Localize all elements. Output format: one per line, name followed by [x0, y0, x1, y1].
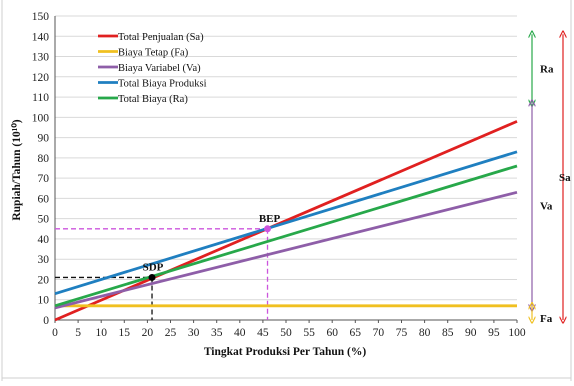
y-axis-title: Rupiah/Tahun (10¹⁰): [10, 119, 23, 220]
point-label-bep: BEP: [259, 213, 281, 225]
x-tick-label: 5: [75, 327, 81, 339]
bracket-label-sa: Sa: [559, 172, 571, 184]
x-tick-label: 70: [373, 327, 385, 339]
x-tick-label: 100: [508, 327, 526, 339]
y-tick-label: 100: [32, 112, 50, 124]
x-tick-label: 65: [350, 327, 362, 339]
x-tick-label: 85: [442, 327, 454, 339]
y-tick-label: 140: [32, 31, 50, 43]
y-tick-label: 90: [38, 133, 50, 145]
point-sdp: [148, 273, 156, 281]
x-tick-label: 90: [465, 327, 477, 339]
x-tick-label: 30: [188, 327, 200, 339]
y-tick-label: 150: [32, 11, 50, 23]
y-tick-label: 110: [32, 92, 49, 104]
point-label-sdp: SDP: [143, 261, 164, 273]
x-tick-label: 60: [326, 327, 338, 339]
x-tick-label: 80: [419, 327, 431, 339]
y-tick-label: 70: [38, 173, 50, 185]
legend-layer: Total Penjualan (Sa) Biaya Tetap (Fa) Biay…: [98, 32, 207, 105]
bracket-layer: Ra Va Fa Sa: [532, 34, 571, 325]
grid-layer: [55, 15, 517, 321]
axis-layer: 0 10 20 30 40 50 60 70 80 90 100 110 120 130 140 150 0 5 1…: [32, 11, 526, 339]
y-tick-label: 130: [32, 52, 50, 64]
x-tick-label: 15: [119, 327, 131, 339]
x-tick-label: 0: [52, 327, 58, 339]
x-tick-label: 35: [211, 327, 223, 339]
y-tick-label: 80: [38, 153, 50, 165]
x-tick-label: 10: [95, 327, 107, 339]
series-layer: [54, 120, 518, 322]
x-tick-label: 25: [165, 327, 177, 339]
series-line-0: [54, 120, 518, 322]
x-tick-label: 75: [396, 327, 408, 339]
legend-label-3: Total Biaya Produksi: [118, 79, 207, 90]
bracket-label-ra: Ra: [540, 64, 554, 76]
x-tick-label: 20: [142, 327, 154, 339]
x-tick-label: 55: [303, 327, 315, 339]
series-line-2: [54, 190, 518, 310]
legend-label-0: Total Penjualan (Sa): [118, 32, 204, 43]
legend-label-4: Total Biaya (Ra): [118, 94, 188, 105]
bracket-label-va: Va: [540, 200, 553, 212]
x-tick-label: 95: [488, 327, 500, 339]
x-tick-label: 50: [280, 327, 292, 339]
point-layer: BEP SDP: [143, 213, 281, 281]
y-tick-label: 10: [38, 295, 50, 307]
x-axis-title: Tingkat Produksi Per Tahun (%): [204, 346, 367, 358]
point-bep: [264, 225, 272, 233]
y-tick-label: 20: [38, 274, 50, 286]
y-tick-label: 120: [32, 72, 50, 84]
legend-label-1: Biaya Tetap (Fa): [118, 48, 189, 59]
bracket-label-fa: Fa: [540, 313, 553, 325]
y-tick-label: 30: [38, 254, 50, 266]
y-tick-label: 40: [38, 234, 50, 246]
y-tick-label: 60: [38, 193, 50, 205]
y-tick-label: 0: [43, 315, 49, 327]
x-tick-label: 45: [257, 327, 269, 339]
series-line-3: [54, 150, 518, 295]
series-line-4: [54, 164, 518, 308]
legend-label-2: Biaya Variabel (Va): [118, 63, 201, 74]
x-tick-label: 40: [234, 327, 246, 339]
y-tick-label: 50: [38, 214, 50, 226]
